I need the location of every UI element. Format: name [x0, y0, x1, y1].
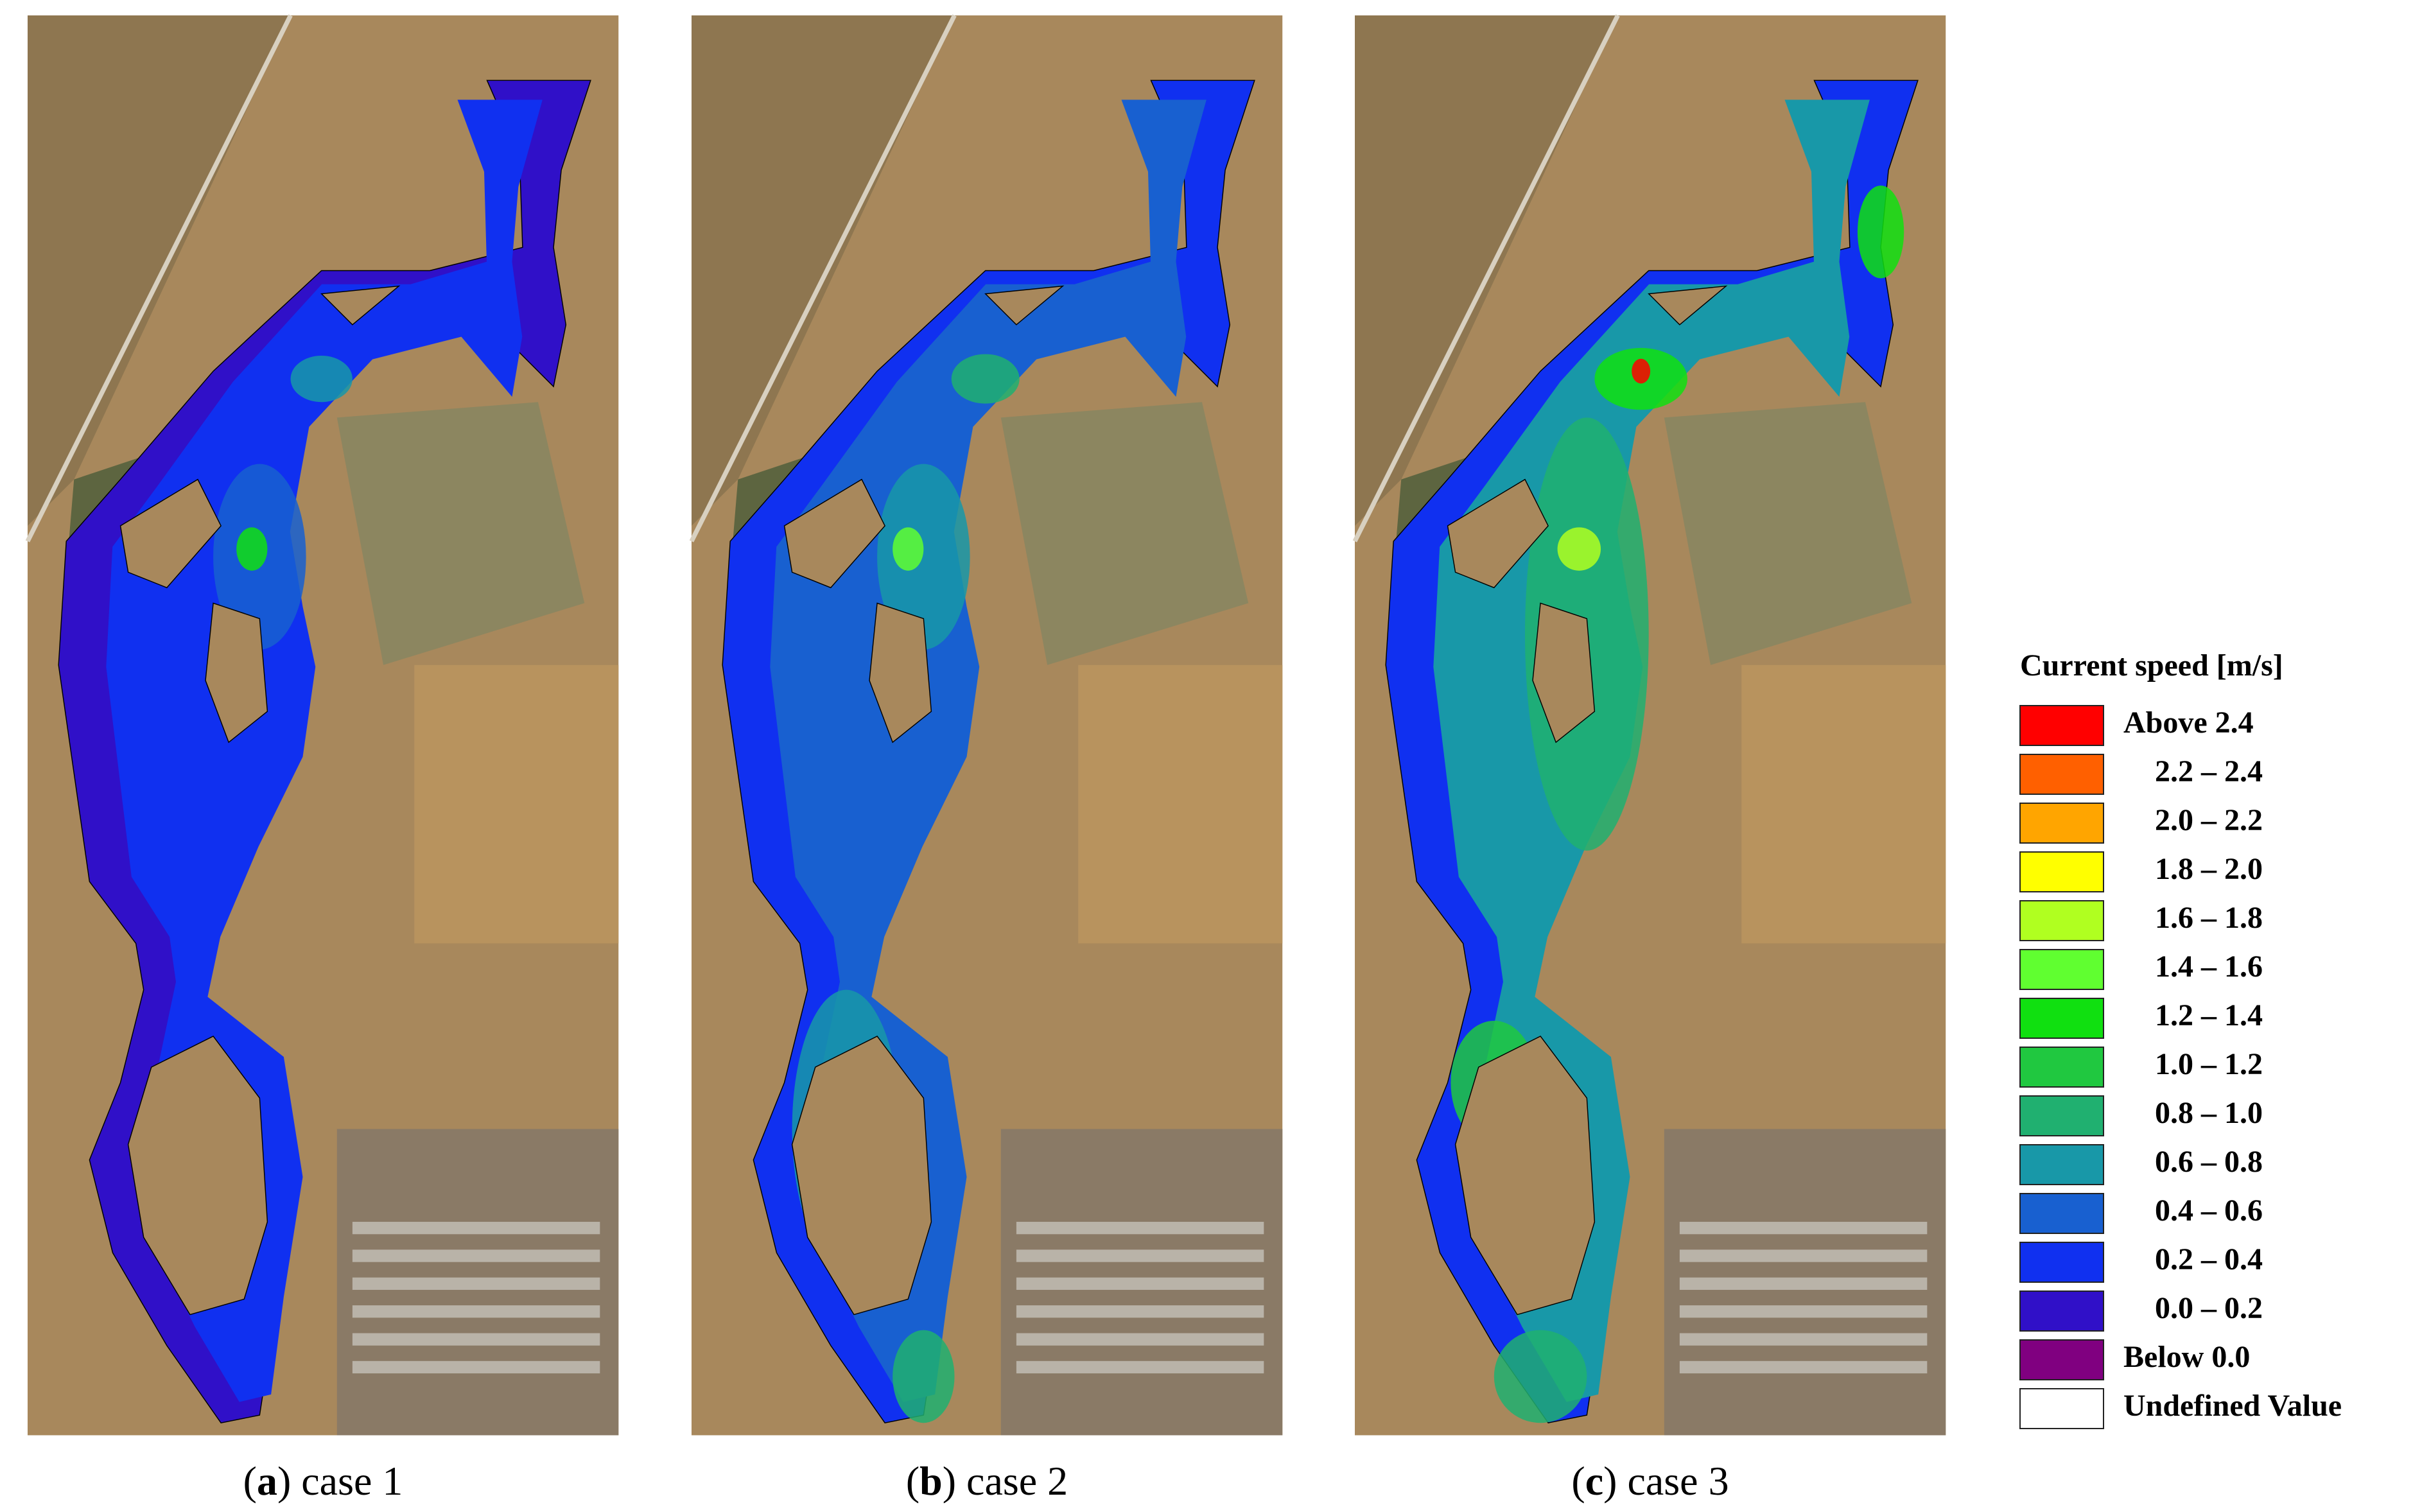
- island: [984, 285, 1065, 326]
- field-strip: [1016, 1249, 1264, 1262]
- caption-suffix: ) case 3: [1603, 1458, 1729, 1504]
- field-strip: [1016, 1305, 1264, 1318]
- legend-label: 1.8 – 2.0: [2155, 852, 2263, 886]
- caption-letter: a: [257, 1458, 277, 1504]
- legend-label: 1.0 – 1.2: [2155, 1047, 2263, 1081]
- speed-zone: [1632, 358, 1651, 384]
- road: [25, 14, 293, 543]
- field-strip: [352, 1333, 600, 1346]
- island: [127, 1036, 268, 1316]
- legend-title: Current speed [m/s]: [2020, 648, 2283, 682]
- legend-swatch: [2019, 949, 2104, 990]
- legend-label: 0.2 – 0.4: [2155, 1242, 2263, 1276]
- legend-swatch: [2019, 1047, 2104, 1088]
- legend-swatch: [2019, 1242, 2104, 1283]
- legend-label: 2.2 – 2.4: [2155, 754, 2263, 788]
- field-strip: [352, 1360, 600, 1374]
- legend-swatch: [2019, 1339, 2104, 1380]
- caption-letter: c: [1585, 1458, 1603, 1504]
- speed-zone: [893, 1330, 955, 1423]
- terrain: [1664, 402, 1912, 665]
- caption-letter: b: [919, 1458, 943, 1504]
- island: [1532, 602, 1596, 743]
- legend-label: 1.6 – 1.8: [2155, 901, 2263, 935]
- road: [1352, 14, 1620, 543]
- field-strip: [1016, 1360, 1264, 1374]
- field-strip: [1679, 1222, 1928, 1235]
- island: [1454, 1036, 1596, 1316]
- field-strip: [1679, 1305, 1928, 1318]
- field-strip: [352, 1222, 600, 1235]
- speed-zone: [1557, 527, 1601, 571]
- speed-zone: [236, 527, 268, 571]
- terrain: [1000, 402, 1249, 665]
- panels: (a) case 1 (b) case 2 (c) case 3: [25, 14, 1946, 1504]
- map-panel: [689, 14, 1283, 1436]
- field-strip: [352, 1305, 600, 1318]
- legend-label: 2.0 – 2.2: [2155, 803, 2263, 837]
- legend-label: 0.0 – 0.2: [2155, 1291, 2263, 1325]
- terrain: [414, 665, 619, 944]
- speed-zone: [877, 464, 970, 650]
- island: [320, 285, 401, 326]
- legend-swatch: [2019, 803, 2104, 844]
- terrain: [1078, 665, 1283, 944]
- field-strip: [1016, 1277, 1264, 1290]
- legend-swatch: [2019, 1388, 2104, 1429]
- island: [783, 478, 885, 589]
- island: [791, 1036, 932, 1316]
- legend-label: 0.6 – 0.8: [2155, 1145, 2263, 1179]
- caption-suffix: ) case 1: [277, 1458, 403, 1504]
- island: [1447, 478, 1549, 589]
- field-strip: [1679, 1360, 1928, 1374]
- terrain: [1741, 665, 1946, 944]
- map-panel: [1352, 14, 1946, 1436]
- legend-label: Below 0.0: [2123, 1340, 2250, 1374]
- field-strip: [352, 1249, 600, 1262]
- legend-swatch: [2019, 1095, 2104, 1136]
- field-strip: [1679, 1249, 1928, 1262]
- speed-zone: [951, 354, 1020, 404]
- legend: Current speed [m/s] Above 2.4 2.2 – 2.4 2.…: [2019, 648, 2342, 1429]
- caption-prefix: (: [1571, 1458, 1585, 1504]
- legend-swatch: [2019, 1290, 2104, 1332]
- legend-swatch: [2019, 1144, 2104, 1185]
- legend-swatch: [2019, 754, 2104, 795]
- speed-zone: [893, 527, 924, 571]
- road: [689, 14, 957, 543]
- island: [869, 602, 932, 743]
- speed-zone: [1494, 1330, 1587, 1423]
- legend-swatch: [2019, 705, 2104, 746]
- field-strip: [1016, 1222, 1264, 1235]
- panel-caption: (c) case 3: [1571, 1458, 1729, 1504]
- map-panel: [25, 14, 619, 1436]
- island: [119, 478, 222, 589]
- panel-caption: (b) case 2: [906, 1458, 1068, 1504]
- terrain: [336, 402, 585, 665]
- caption-prefix: (: [243, 1458, 257, 1504]
- field-strip: [1679, 1333, 1928, 1346]
- legend-label: Above 2.4: [2123, 706, 2254, 740]
- legend-label: 0.8 – 1.0: [2155, 1096, 2263, 1130]
- panel-caption: (a) case 1: [243, 1458, 403, 1504]
- field-strip: [1016, 1333, 1264, 1346]
- legend-swatch: [2019, 851, 2104, 892]
- legend-swatch: [2019, 1193, 2104, 1234]
- legend-label: 0.4 – 0.6: [2155, 1194, 2263, 1228]
- legend-label: 1.4 – 1.6: [2155, 950, 2263, 984]
- island: [1648, 285, 1728, 326]
- legend-swatch: [2019, 900, 2104, 941]
- field-strip: [1679, 1277, 1928, 1290]
- speed-zone: [1857, 185, 1904, 279]
- legend-label: 1.2 – 1.4: [2155, 998, 2263, 1032]
- field-strip: [352, 1277, 600, 1290]
- caption-prefix: (: [906, 1458, 919, 1504]
- caption-suffix: ) case 2: [943, 1458, 1068, 1504]
- legend-label: Undefined Value: [2123, 1389, 2342, 1423]
- legend-swatch: [2019, 998, 2104, 1039]
- speed-zone: [290, 355, 353, 403]
- island: [205, 602, 268, 743]
